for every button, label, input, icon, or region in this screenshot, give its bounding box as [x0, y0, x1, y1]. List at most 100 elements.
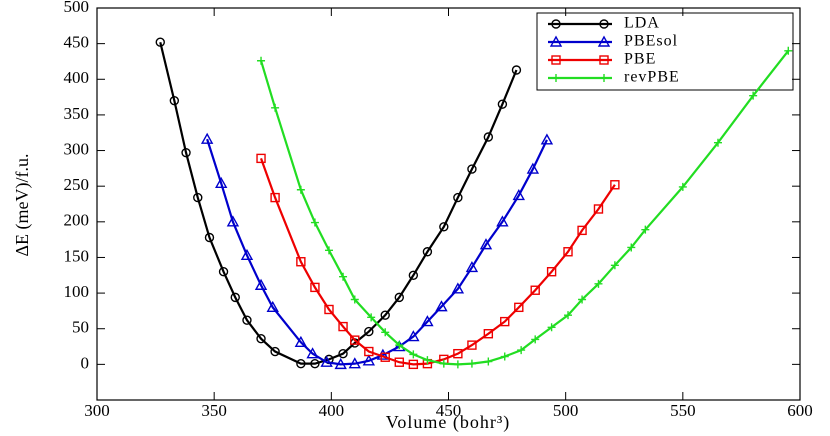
x-tick-label: 600 — [787, 401, 813, 420]
legend-marker — [549, 35, 563, 47]
data-point — [439, 222, 449, 232]
data-point — [407, 330, 420, 342]
legend-marker — [599, 55, 609, 65]
data-point — [364, 326, 374, 337]
data-point — [421, 315, 434, 327]
data-point — [296, 358, 306, 369]
data-point — [215, 176, 228, 189]
data-point — [270, 346, 280, 357]
data-point — [338, 321, 348, 332]
data-point — [294, 335, 308, 347]
data-point — [530, 285, 540, 295]
data-point — [348, 357, 361, 369]
legend-marker — [600, 74, 608, 82]
data-point — [546, 267, 557, 277]
data-point — [310, 282, 320, 293]
data-point — [594, 279, 603, 288]
data-point — [310, 358, 320, 369]
data-point — [226, 215, 240, 227]
data-point — [395, 341, 404, 350]
data-point — [578, 295, 587, 304]
legend-label: PBE — [624, 51, 656, 68]
data-point — [483, 329, 494, 339]
data-point — [500, 316, 510, 327]
data-point — [713, 138, 722, 147]
data-point — [784, 46, 793, 55]
data-point — [218, 267, 229, 277]
data-point — [465, 260, 479, 273]
data-point — [266, 300, 279, 313]
data-point — [479, 238, 493, 250]
data-point — [453, 348, 463, 359]
data-point — [324, 304, 334, 315]
data-point — [381, 328, 390, 337]
legend-marker — [551, 19, 561, 29]
data-point — [230, 292, 240, 303]
data-point — [422, 247, 433, 257]
x-tick-label: 550 — [670, 401, 696, 420]
data-point — [514, 302, 524, 313]
data-point — [496, 215, 509, 227]
x-tick-label: 500 — [553, 401, 579, 420]
data-point — [563, 247, 573, 257]
data-point — [254, 278, 268, 290]
data-point — [453, 360, 462, 369]
y-tick-label: 100 — [64, 282, 90, 301]
data-point — [531, 335, 540, 344]
data-point — [350, 295, 359, 304]
series-line — [259, 158, 616, 366]
data-point — [193, 192, 203, 203]
data-point — [547, 323, 556, 332]
y-tick-label: 400 — [64, 68, 90, 87]
data-point — [641, 225, 650, 234]
y-tick-label: 50 — [72, 318, 89, 337]
data-point — [324, 246, 333, 255]
data-point — [367, 313, 376, 322]
data-point — [271, 103, 280, 112]
data-point — [511, 65, 522, 75]
data-point — [339, 272, 348, 281]
legend-marker — [551, 55, 561, 65]
data-point — [517, 346, 526, 355]
data-point — [364, 346, 374, 357]
y-axis-label: ΔE (meV)/f.u. — [12, 153, 33, 256]
legend-marker — [599, 19, 609, 29]
data-point — [749, 91, 758, 100]
data-point — [155, 37, 165, 47]
y-tick-label: 200 — [64, 211, 90, 230]
data-point — [181, 147, 191, 158]
y-tick-label: 350 — [64, 104, 90, 123]
legend-marker — [552, 74, 560, 82]
data-point — [270, 192, 280, 203]
data-point — [467, 164, 477, 174]
data-point — [380, 352, 390, 362]
data-point — [306, 347, 319, 359]
data-point — [593, 204, 604, 214]
data-point — [453, 192, 463, 203]
data-point — [408, 359, 419, 370]
data-point — [320, 355, 333, 367]
data-point — [467, 359, 476, 368]
data-point — [512, 189, 525, 201]
data-point — [350, 335, 360, 345]
data-point — [627, 243, 636, 252]
data-point — [394, 292, 404, 303]
x-axis-label: Volume (bohr³) — [386, 412, 511, 433]
data-point — [380, 310, 390, 320]
y-tick-label: 150 — [64, 246, 90, 265]
data-point — [564, 311, 573, 320]
data-point — [435, 300, 448, 312]
x-tick-label: 450 — [436, 401, 462, 420]
x-tick-label: 300 — [84, 401, 110, 420]
data-point — [204, 232, 215, 243]
data-point — [257, 56, 266, 65]
data-point — [526, 162, 540, 174]
data-point — [540, 133, 554, 145]
data-point — [497, 99, 508, 109]
data-point — [409, 350, 418, 359]
data-point — [484, 357, 493, 366]
y-tick-label: 500 — [64, 0, 90, 16]
series-line — [206, 138, 548, 366]
data-point — [610, 261, 619, 270]
